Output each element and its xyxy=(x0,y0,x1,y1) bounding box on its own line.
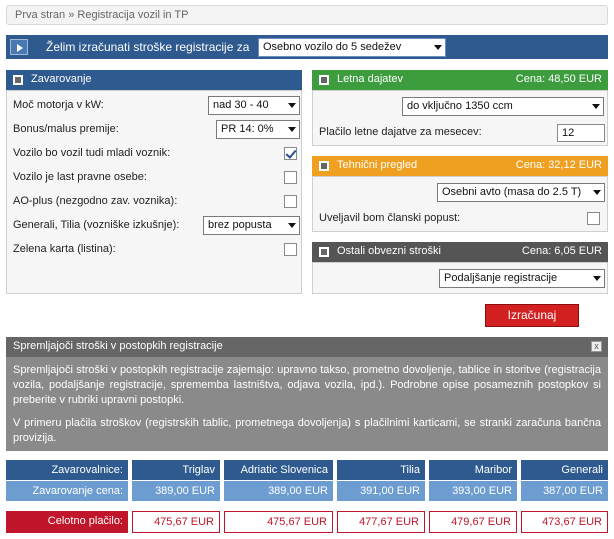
calculate-button[interactable]: Izračunaj xyxy=(485,304,579,327)
total-payment-triglav: 475,67 EUR xyxy=(132,511,220,533)
total-payment-generali: 473,67 EUR xyxy=(521,511,608,533)
driving-experience-label: Generali, Tilia (vozniške izkušnje): xyxy=(13,219,180,231)
breadcrumb-current: Registracija vozil in TP xyxy=(77,9,189,21)
chevron-down-icon xyxy=(593,190,601,195)
technical-inspection-panel: Osebni avto (masa do 2.5 T) Uveljavil bo… xyxy=(312,176,608,232)
insurer-name-adriatic: Adriatic Slovenica xyxy=(224,460,333,480)
insurer-name-maribor: Maribor xyxy=(429,460,517,480)
technical-inspection-header: Tehnični pregled Cena: 32,12 EUR xyxy=(312,156,608,176)
other-costs-panel: Podaljšanje registracije xyxy=(312,262,608,294)
young-driver-label: Vozilo bo vozil tudi mladi voznik: xyxy=(13,147,171,159)
breadcrumb-home-link[interactable]: Prva stran xyxy=(15,9,66,21)
breadcrumb: Prva stran » Registracija vozil in TP xyxy=(6,5,608,25)
total-payment-maribor: 479,67 EUR xyxy=(429,511,517,533)
engine-power-value: nad 30 - 40 xyxy=(213,99,269,111)
close-icon[interactable]: x xyxy=(591,341,602,352)
chevron-down-icon xyxy=(592,104,600,109)
insurer-name-tilia: Tilia xyxy=(337,460,425,480)
member-discount-label: Uveljavil bom članski popust: xyxy=(319,212,461,224)
insurance-title: Zavarovanje xyxy=(31,73,92,85)
member-discount-checkbox[interactable] xyxy=(587,212,600,225)
insurance-price-maribor: 393,00 EUR xyxy=(429,481,517,501)
legal-entity-checkbox[interactable] xyxy=(284,171,297,184)
driving-experience-value: brez popusta xyxy=(208,219,272,231)
bonus-malus-label: Bonus/malus premije: xyxy=(13,123,119,135)
tax-months-label: Plačilo letne dajatve za mesecev: xyxy=(319,126,482,138)
registration-procedure-value: Podaljšanje registracije xyxy=(444,272,558,284)
legal-entity-label: Vozilo je last pravne osebe: xyxy=(13,171,147,183)
insurance-price-label: Zavarovanje cena: xyxy=(6,481,128,501)
insurance-price-adriatic: 389,00 EUR xyxy=(224,481,333,501)
total-payment-adriatic: 475,67 EUR xyxy=(224,511,333,533)
vehicle-class-select[interactable]: Osebni avto (masa do 2.5 T) xyxy=(437,183,605,202)
panel-icon xyxy=(13,75,23,85)
info-body: Spremljajoči stroški v postopkih registr… xyxy=(6,357,608,451)
tax-months-input[interactable]: 12 xyxy=(557,124,605,142)
total-payment-tilia: 477,67 EUR xyxy=(337,511,425,533)
insurance-price-generali: 387,00 EUR xyxy=(521,481,608,501)
bonus-malus-value: PR 14: 0% xyxy=(221,123,274,135)
engine-power-label: Moč motorja v kW: xyxy=(13,99,104,111)
chevron-down-icon xyxy=(288,223,296,228)
engine-volume-select[interactable]: do vključno 1350 ccm xyxy=(402,97,604,116)
other-costs-price: Cena: 6,05 EUR xyxy=(521,245,602,257)
chevron-down-icon xyxy=(434,45,442,50)
chevron-down-icon xyxy=(288,103,296,108)
chevron-down-icon xyxy=(288,127,296,132)
panel-icon xyxy=(319,247,329,257)
ao-plus-checkbox[interactable] xyxy=(284,195,297,208)
vehicle-type-label: Želim izračunati stroške registracije za xyxy=(46,40,250,54)
info-paragraph: Spremljajoči stroški v postopkih registr… xyxy=(13,364,601,406)
vehicle-type-select[interactable]: Osebno vozilo do 5 sedežev xyxy=(258,38,446,57)
other-costs-header: Ostali obvezni stroški Cena: 6,05 EUR xyxy=(312,242,608,262)
annual-tax-panel: do vključno 1350 ccm Plačilo letne dajat… xyxy=(312,90,608,146)
insurers-label: Zavarovalnice: xyxy=(6,460,128,480)
bonus-malus-select[interactable]: PR 14: 0% xyxy=(216,120,300,139)
driving-experience-select[interactable]: brez popusta xyxy=(203,216,300,235)
vehicle-type-value: Osebno vozilo do 5 sedežev xyxy=(263,41,402,53)
ao-plus-label: AO-plus (nezgodno zav. voznika): xyxy=(13,195,178,207)
engine-volume-value: do vključno 1350 ccm xyxy=(407,100,513,112)
green-card-checkbox[interactable] xyxy=(284,243,297,256)
info-paragraph: V primeru plačila stroškov (registrskih … xyxy=(13,417,601,444)
play-toggle-icon[interactable] xyxy=(10,39,28,55)
vehicle-class-value: Osebni avto (masa do 2.5 T) xyxy=(442,186,582,198)
annual-tax-price: Cena: 48,50 EUR xyxy=(515,73,602,85)
panel-icon xyxy=(319,161,329,171)
technical-inspection-title: Tehnični pregled xyxy=(337,159,418,171)
info-header: Spremljajoči stroški v postopkih registr… xyxy=(6,337,608,357)
annual-tax-title: Letna dajatev xyxy=(337,73,404,85)
green-card-label: Zelena karta (listina): xyxy=(13,243,116,255)
insurer-name-generali: Generali xyxy=(521,460,608,480)
registration-procedure-select[interactable]: Podaljšanje registracije xyxy=(439,269,605,288)
info-title: Spremljajoči stroški v postopkih registr… xyxy=(13,340,223,352)
insurance-header: Zavarovanje xyxy=(6,70,302,90)
insurer-name-triglav: Triglav xyxy=(132,460,220,480)
engine-power-select[interactable]: nad 30 - 40 xyxy=(208,96,300,115)
young-driver-checkbox[interactable] xyxy=(284,147,297,160)
chevron-down-icon xyxy=(593,276,601,281)
insurance-panel: Moč motorja v kW: nad 30 - 40 Bonus/malu… xyxy=(6,90,302,294)
total-payment-label: Celotno plačilo: xyxy=(6,511,128,533)
technical-inspection-price: Cena: 32,12 EUR xyxy=(515,159,602,171)
vehicle-type-bar: Želim izračunati stroške registracije za… xyxy=(6,35,608,59)
annual-tax-header: Letna dajatev Cena: 48,50 EUR xyxy=(312,70,608,90)
insurance-price-tilia: 391,00 EUR xyxy=(337,481,425,501)
breadcrumb-separator: » xyxy=(68,9,75,21)
other-costs-title: Ostali obvezni stroški xyxy=(337,245,441,257)
insurance-price-triglav: 389,00 EUR xyxy=(132,481,220,501)
panel-icon xyxy=(319,75,329,85)
